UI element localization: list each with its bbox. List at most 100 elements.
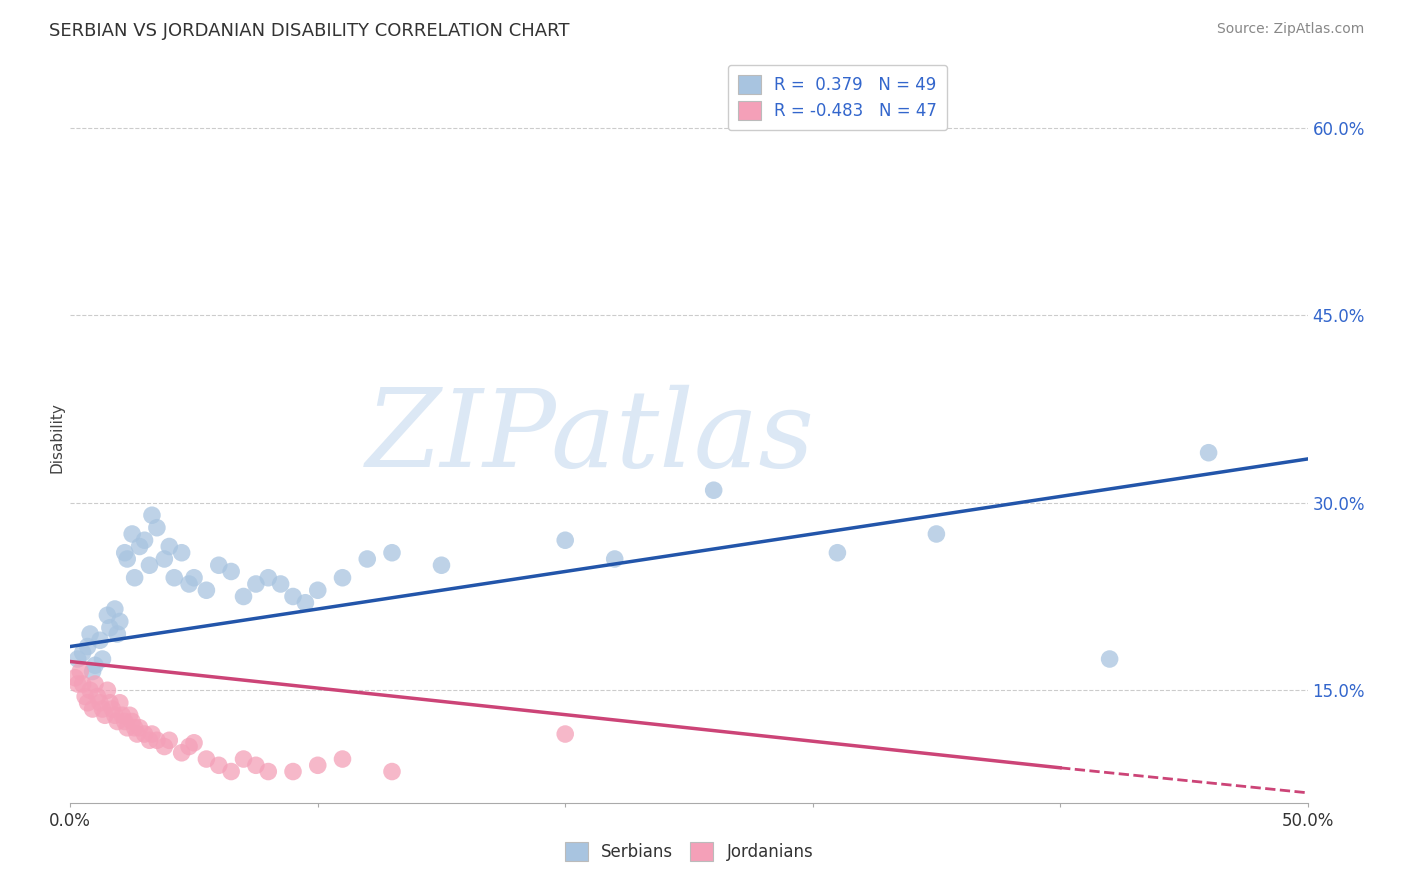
Point — [66, 652, 89, 666]
Point — [121, 527, 143, 541]
Point — [356, 552, 378, 566]
Point — [72, 646, 94, 660]
Point — [381, 764, 404, 779]
Point — [703, 483, 725, 498]
Y-axis label: Disability: Disability — [49, 401, 65, 473]
Point — [208, 558, 231, 573]
Point — [128, 540, 150, 554]
Point — [257, 764, 280, 779]
Point — [307, 758, 329, 772]
Point — [219, 565, 242, 579]
Point — [232, 590, 254, 604]
Point — [281, 764, 304, 779]
Point — [219, 764, 242, 779]
Point — [146, 521, 169, 535]
Point — [183, 571, 205, 585]
Point — [105, 714, 128, 729]
Point — [98, 696, 121, 710]
Point — [121, 714, 143, 729]
Point — [157, 540, 180, 554]
Point — [72, 677, 94, 691]
Text: SERBIAN VS JORDANIAN DISABILITY CORRELATION CHART: SERBIAN VS JORDANIAN DISABILITY CORRELAT… — [49, 22, 569, 40]
Point — [307, 583, 329, 598]
Point — [124, 721, 146, 735]
Point — [138, 733, 160, 747]
Point — [381, 546, 404, 560]
Point — [108, 696, 131, 710]
Point — [195, 752, 218, 766]
Point — [332, 752, 354, 766]
Point — [281, 590, 304, 604]
Point — [94, 708, 117, 723]
Point — [146, 733, 169, 747]
Point — [170, 546, 193, 560]
Point — [124, 571, 146, 585]
Point — [104, 708, 127, 723]
Point — [157, 733, 180, 747]
Point — [84, 658, 107, 673]
Text: Source: ZipAtlas.com: Source: ZipAtlas.com — [1216, 22, 1364, 37]
Point — [111, 708, 134, 723]
Point — [141, 727, 163, 741]
Point — [177, 739, 200, 754]
Point — [98, 621, 121, 635]
Point — [134, 727, 156, 741]
Point — [925, 527, 948, 541]
Point — [76, 640, 98, 654]
Point — [86, 690, 108, 704]
Point — [114, 546, 136, 560]
Point — [118, 708, 141, 723]
Point — [91, 652, 114, 666]
Point — [128, 721, 150, 735]
Point — [76, 696, 98, 710]
Point — [104, 602, 127, 616]
Point — [138, 558, 160, 573]
Point — [170, 746, 193, 760]
Point — [332, 571, 354, 585]
Point — [69, 665, 91, 679]
Point — [96, 683, 118, 698]
Point — [294, 596, 316, 610]
Text: ZIPatlas: ZIPatlas — [366, 384, 814, 490]
Point — [232, 752, 254, 766]
Point — [65, 671, 87, 685]
Point — [108, 615, 131, 629]
Point — [79, 683, 101, 698]
Point — [827, 546, 849, 560]
Point — [603, 552, 626, 566]
Point — [127, 727, 149, 741]
Point — [114, 714, 136, 729]
Point — [153, 739, 176, 754]
Point — [554, 533, 576, 548]
Point — [66, 677, 89, 691]
Point — [115, 721, 138, 735]
Legend: Serbians, Jordanians: Serbians, Jordanians — [558, 835, 820, 868]
Point — [183, 736, 205, 750]
Point — [75, 690, 97, 704]
Point — [89, 696, 111, 710]
Point — [208, 758, 231, 772]
Point — [134, 533, 156, 548]
Point — [1098, 652, 1121, 666]
Point — [257, 571, 280, 585]
Point — [89, 633, 111, 648]
Point — [554, 727, 576, 741]
Point — [101, 702, 124, 716]
Point — [96, 608, 118, 623]
Point — [270, 577, 292, 591]
Point — [141, 508, 163, 523]
Point — [195, 583, 218, 598]
Point — [245, 758, 267, 772]
Point — [84, 677, 107, 691]
Point — [153, 552, 176, 566]
Point — [115, 552, 138, 566]
Point — [82, 665, 104, 679]
Point — [91, 702, 114, 716]
Point — [82, 702, 104, 716]
Point — [245, 577, 267, 591]
Point — [163, 571, 186, 585]
Point — [177, 577, 200, 591]
Point — [105, 627, 128, 641]
Point — [79, 627, 101, 641]
Point — [430, 558, 453, 573]
